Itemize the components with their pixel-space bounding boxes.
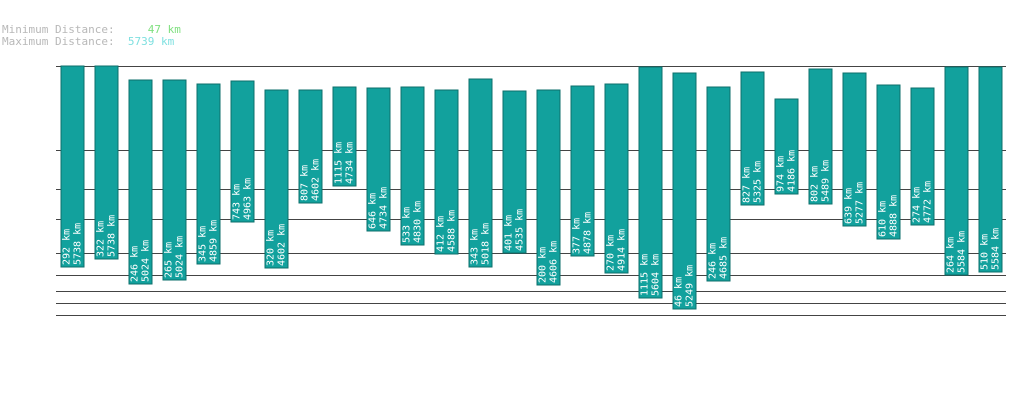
bar-13-min-label: 343 km: [470, 229, 481, 265]
bar-13: [468, 78, 493, 268]
bar-6-min-label: 743 km: [232, 184, 243, 220]
bar-18: [638, 66, 663, 299]
bar-11: [400, 86, 425, 246]
bars: [60, 65, 1003, 310]
bar-10: [366, 87, 391, 232]
bar-7-min-label: 320 km: [266, 230, 277, 266]
bar-24: [842, 72, 867, 227]
bar-19-min-label: 46 km: [674, 277, 685, 307]
bar-25-min-label: 610 km: [878, 201, 889, 237]
max-distance-row: Maximum Distance: 5739 km: [2, 36, 181, 48]
bar-27-max-label: 5584 km: [957, 231, 968, 273]
bar-15-min-label: 200 km: [538, 247, 549, 283]
bar-16-min-label: 377 km: [572, 218, 583, 254]
bar-21-min-label: 827 km: [742, 167, 753, 203]
bar-25: [876, 84, 901, 240]
bar-20-min-label: 246 km: [708, 243, 719, 279]
bar-9-max-label: 4734 km: [345, 142, 356, 184]
bar-13-max-label: 5018 km: [481, 223, 492, 265]
max-distance-value: 5739 km: [127, 35, 175, 48]
bar-23-min-label: 802 km: [810, 166, 821, 202]
bar-14-max-label: 4535 km: [515, 209, 526, 251]
min-distance-value: 47 km: [147, 23, 181, 36]
bar-3: [128, 79, 153, 285]
min-distance-row: Minimum Distance: 47 km: [2, 24, 181, 36]
bar-15-max-label: 4606 km: [549, 241, 560, 283]
bar-6: [230, 80, 255, 223]
bar-17: [604, 83, 629, 274]
bar-28-max-label: 5584 km: [991, 228, 1002, 270]
bar-26: [910, 87, 935, 226]
bar-7-max-label: 4602 km: [277, 224, 288, 266]
bar-16: [570, 85, 595, 257]
bar-14-min-label: 401 km: [504, 215, 515, 251]
bar-4-min-label: 265 km: [164, 242, 175, 278]
bar-18-min-label: 1115 km: [640, 254, 651, 296]
bar-28: [978, 66, 1003, 273]
bar-26-max-label: 4772 km: [923, 181, 934, 223]
bar-5: [196, 83, 221, 265]
bar-12-max-label: 4588 km: [447, 210, 458, 252]
bar-16-max-label: 4878 km: [583, 212, 594, 254]
bar-22: [774, 98, 799, 195]
bar-24-min-label: 639 km: [844, 188, 855, 224]
bar-28-min-label: 510 km: [980, 234, 991, 270]
bar-20: [706, 86, 731, 282]
bar-14: [502, 90, 527, 254]
bar-5-min-label: 345 km: [198, 226, 209, 262]
bar-22-min-label: 974 km: [776, 156, 787, 192]
bar-4: [162, 79, 187, 281]
bar-6-max-label: 4963 km: [243, 178, 254, 220]
bar-27-min-label: 264 km: [946, 237, 957, 273]
bar-11-max-label: 4830 km: [413, 201, 424, 243]
bar-17-min-label: 270 km: [606, 235, 617, 271]
bar-2: [94, 65, 119, 260]
bar-7: [264, 89, 289, 269]
bar-2-max-label: 5738 km: [107, 215, 118, 257]
max-distance-label: Maximum Distance:: [2, 35, 115, 48]
bar-20-max-label: 4685 km: [719, 237, 730, 279]
bar-9-min-label: 1115 km: [334, 142, 345, 184]
bar-2-min-label: 322 km: [96, 221, 107, 257]
bar-27: [944, 66, 969, 276]
distance-summary: Minimum Distance: 47 km Maximum Distance…: [2, 24, 181, 48]
bar-23: [808, 68, 833, 205]
bar-15: [536, 89, 561, 286]
bar-1-min-label: 292 km: [62, 229, 73, 265]
bar-8-max-label: 4602 km: [311, 159, 322, 201]
bar-4-max-label: 5024 km: [175, 236, 186, 278]
bar-18-max-label: 5604 km: [651, 254, 662, 296]
bar-9: [332, 86, 357, 187]
bar-11-min-label: 533 km: [402, 207, 413, 243]
bar-19-max-label: 5249 km: [685, 265, 696, 307]
bar-19: [672, 72, 697, 310]
bar-3-max-label: 5024 km: [141, 240, 152, 282]
bar-26-min-label: 274 km: [912, 187, 923, 223]
min-distance-label: Minimum Distance:: [2, 23, 115, 36]
bar-10-max-label: 4734 km: [379, 187, 390, 229]
bar-8: [298, 89, 323, 204]
bar-23-max-label: 5489 km: [821, 160, 832, 202]
bar-1-max-label: 5738 km: [73, 223, 84, 265]
bar-1: [60, 65, 85, 268]
bar-17-max-label: 4914 km: [617, 229, 628, 271]
bar-21: [740, 71, 765, 206]
bar-3-min-label: 246 km: [130, 246, 141, 282]
bar-12-min-label: 412 km: [436, 216, 447, 252]
bar-8-min-label: 807 km: [300, 165, 311, 201]
bar-12: [434, 89, 459, 255]
bar-21-max-label: 5325 km: [753, 161, 764, 203]
bar-22-max-label: 4186 km: [787, 150, 798, 192]
bar-10-min-label: 646 km: [368, 193, 379, 229]
bar-5-max-label: 4859 km: [209, 220, 220, 262]
bar-24-max-label: 5277 km: [855, 182, 866, 224]
bar-25-max-label: 4888 km: [889, 195, 900, 237]
